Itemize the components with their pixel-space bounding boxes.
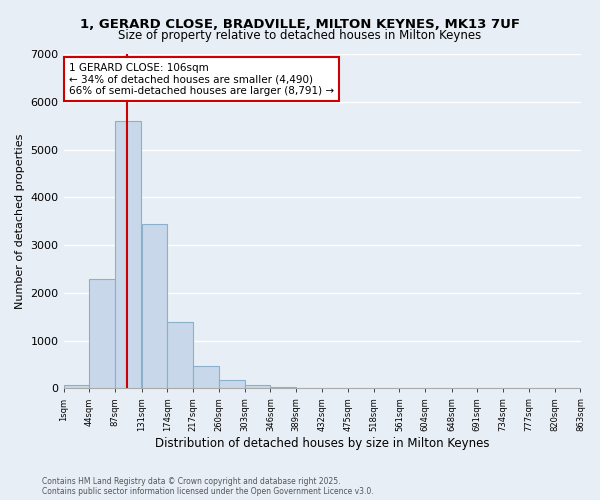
Bar [64,385,89,388]
Y-axis label: Number of detached properties: Number of detached properties [15,134,25,309]
Bar [193,366,219,388]
Text: Contains HM Land Registry data © Crown copyright and database right 2025.
Contai: Contains HM Land Registry data © Crown c… [42,476,374,496]
Bar [219,380,245,388]
X-axis label: Distribution of detached houses by size in Milton Keynes: Distribution of detached houses by size … [155,437,489,450]
Text: 1, GERARD CLOSE, BRADVILLE, MILTON KEYNES, MK13 7UF: 1, GERARD CLOSE, BRADVILLE, MILTON KEYNE… [80,18,520,30]
Bar [167,322,193,388]
Bar [142,224,167,388]
Bar [89,278,115,388]
Bar [245,384,271,388]
Text: 1 GERARD CLOSE: 106sqm
← 34% of detached houses are smaller (4,490)
66% of semi-: 1 GERARD CLOSE: 106sqm ← 34% of detached… [69,62,334,96]
Bar [115,121,141,388]
Text: Size of property relative to detached houses in Milton Keynes: Size of property relative to detached ho… [118,29,482,42]
